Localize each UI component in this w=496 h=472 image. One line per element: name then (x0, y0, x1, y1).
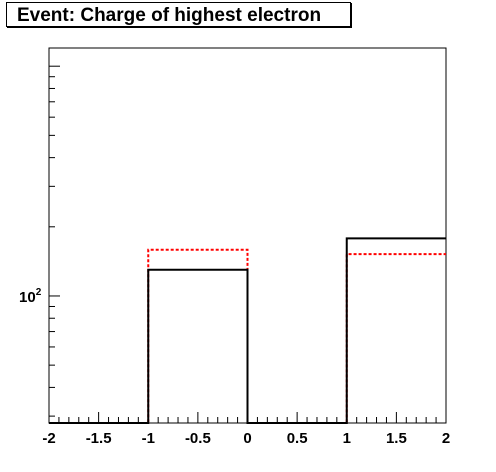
histogram-solid-black (49, 237, 446, 424)
x-tick-label: -2 (42, 430, 55, 447)
x-tick-label: -1.5 (86, 430, 112, 447)
series-layer (49, 237, 446, 424)
y-tick-label: 102 (19, 287, 42, 306)
x-tick-label: 1.5 (386, 430, 407, 447)
x-tick-label: -0.5 (185, 430, 211, 447)
x-tick-label: 0 (243, 430, 251, 447)
x-axis: -2 -1.5 -1 -0.5 0 0.5 1 1.5 2 (42, 412, 450, 447)
chart-title: Event: Charge of highest electron (6, 2, 351, 27)
y-axis: 102 (19, 65, 60, 417)
x-tick-label: -1 (142, 430, 155, 447)
x-tick-label: 0.5 (287, 430, 308, 447)
x-tick-label: 2 (442, 430, 450, 447)
x-tick-label: 1 (343, 430, 351, 447)
